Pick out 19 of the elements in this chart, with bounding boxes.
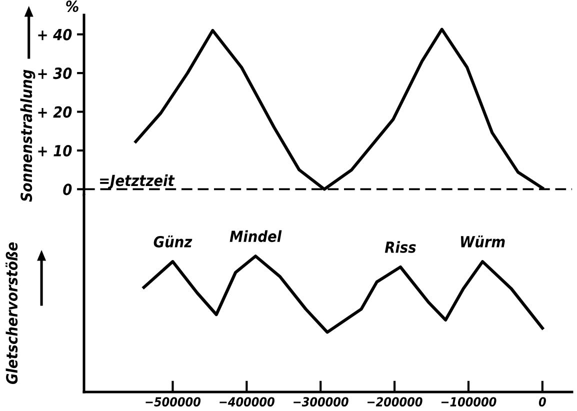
y-axis-title: Gletschervorstöße (6, 242, 18, 384)
annotation: Günz (154, 235, 192, 248)
ref-line-label: =Jetztzeit (100, 174, 175, 190)
annotation: Würm (460, 235, 505, 248)
y-tick-label: + 40 (38, 28, 72, 40)
y-axis-title: Sonnenstrahlung (20, 70, 36, 202)
text: % (66, 0, 78, 12)
x-tick-label: −200000 (368, 397, 422, 407)
x-tick-label: −100000 (441, 397, 496, 407)
x-tick-label: −300000 (294, 397, 348, 407)
x-tick-label: −500000 (146, 397, 201, 407)
x-tick-label: 0 (538, 397, 546, 407)
y-tick-label: + 10 (38, 144, 72, 157)
y-tick-label: 0 (63, 184, 72, 196)
y-tick-label: + 20 (38, 106, 72, 118)
x-tick-label: −400000 (220, 397, 274, 407)
annotation: Riss (384, 241, 416, 253)
y-tick-label: + 30 (38, 68, 72, 80)
annotation: Mindel (230, 230, 282, 242)
